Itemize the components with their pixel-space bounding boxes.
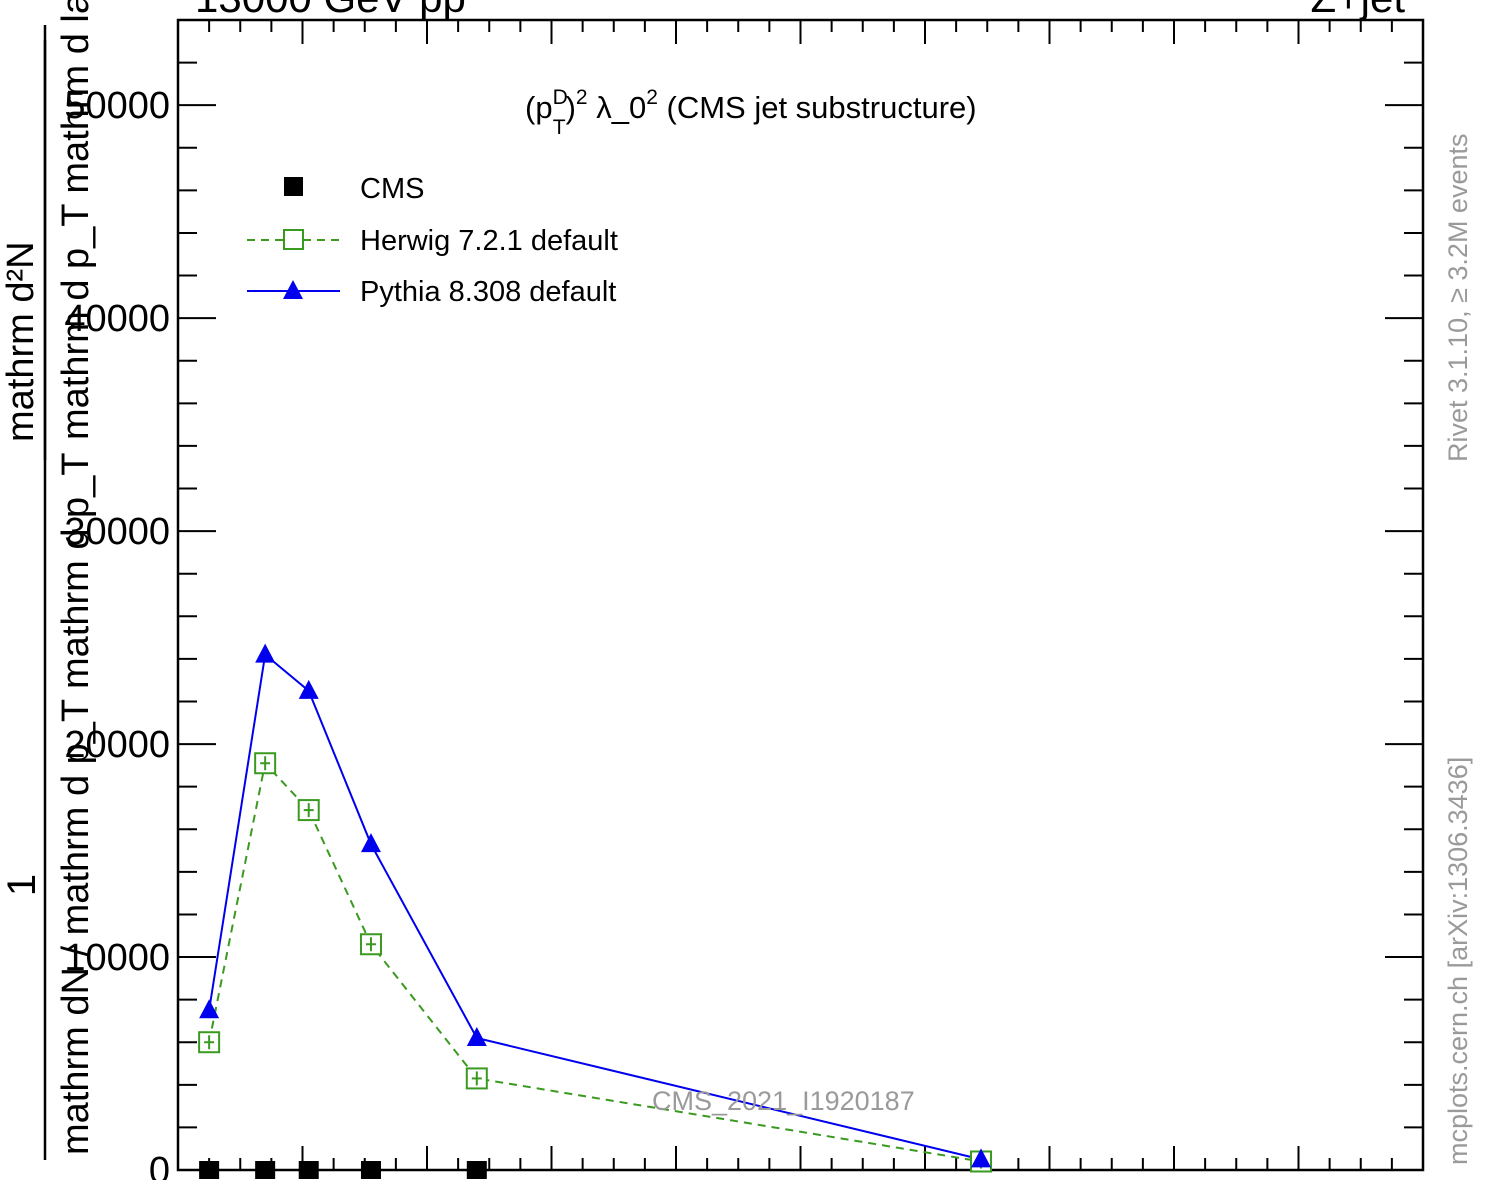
y-tick-label: 20000 (64, 724, 170, 766)
header-right: Z+jet (1310, 0, 1405, 21)
title-exp1: 2 (576, 86, 588, 109)
pythia-point (199, 999, 220, 1019)
pythia-point (298, 679, 319, 699)
pythia-point (255, 643, 276, 663)
data-layer (198, 643, 993, 1179)
cms-point (255, 1161, 276, 1179)
title-rest: (CMS jet substructure) (658, 90, 977, 125)
title-close: ) (566, 90, 576, 125)
axis-ticks (177, 19, 1424, 1171)
pythia-series-line (208, 652, 982, 1161)
legend-cms-label: CMS (360, 173, 424, 205)
cms-point (466, 1161, 487, 1179)
pythia-point (971, 1148, 992, 1168)
y-tick-label: 40000 (64, 298, 170, 340)
pythia-point (466, 1026, 487, 1046)
y-tick-label: 10000 (64, 937, 170, 979)
title-sub-t: T (553, 116, 566, 139)
plot-title: (pD T)2 λ_02 (CMS jet substructure) (525, 86, 977, 139)
analysis-id: CMS_2021_I1920187 (652, 1086, 915, 1116)
cms-point (298, 1161, 319, 1179)
rivet-info: Rivet 3.1.10, ≥ 3.2M events (1443, 134, 1473, 462)
title-sup-d: D (553, 86, 568, 109)
ylabel-right-fraction: mathrm d p_T mathrm d lambda (55, 0, 97, 440)
legend: CMS Herwig 7.2.1 default Pythia 8.308 de… (247, 173, 618, 308)
legend-cms-marker (284, 177, 303, 196)
cms-point (199, 1161, 220, 1179)
title-lambda: λ_0 (588, 90, 647, 125)
cms-point (360, 1161, 381, 1179)
source-info: mcplots.cern.ch [arXiv:1306.3436] (1443, 757, 1473, 1165)
ylabel-denominator: mathrm dN / mathrm d p_T mathrm d p_T (55, 453, 97, 1156)
ylabel-one: 1 (0, 874, 44, 896)
y-tick-labels: 0 10000 20000 30000 40000 50000 (64, 85, 170, 1180)
legend-herwig-marker (283, 229, 304, 250)
header-left: 13000 GeV pp (195, 0, 466, 21)
legend-pythia-marker (283, 280, 303, 299)
ylabel-numerator-main: mathrm d²N (0, 241, 42, 442)
y-tick-label: 30000 (64, 511, 170, 553)
legend-pythia-label: Pythia 8.308 default (360, 276, 616, 308)
pythia-point (360, 833, 381, 853)
y-tick-label: 50000 (64, 85, 170, 127)
title-exp2: 2 (646, 86, 658, 109)
herwig-series-line (208, 761, 982, 1163)
legend-herwig-label: Herwig 7.2.1 default (360, 225, 618, 257)
y-tick-label: 0 (149, 1150, 170, 1180)
title-open: (p (525, 90, 553, 125)
y-axis-label: 1 mathrm dN / mathrm d p_T mathrm d p_T … (0, 0, 97, 1160)
